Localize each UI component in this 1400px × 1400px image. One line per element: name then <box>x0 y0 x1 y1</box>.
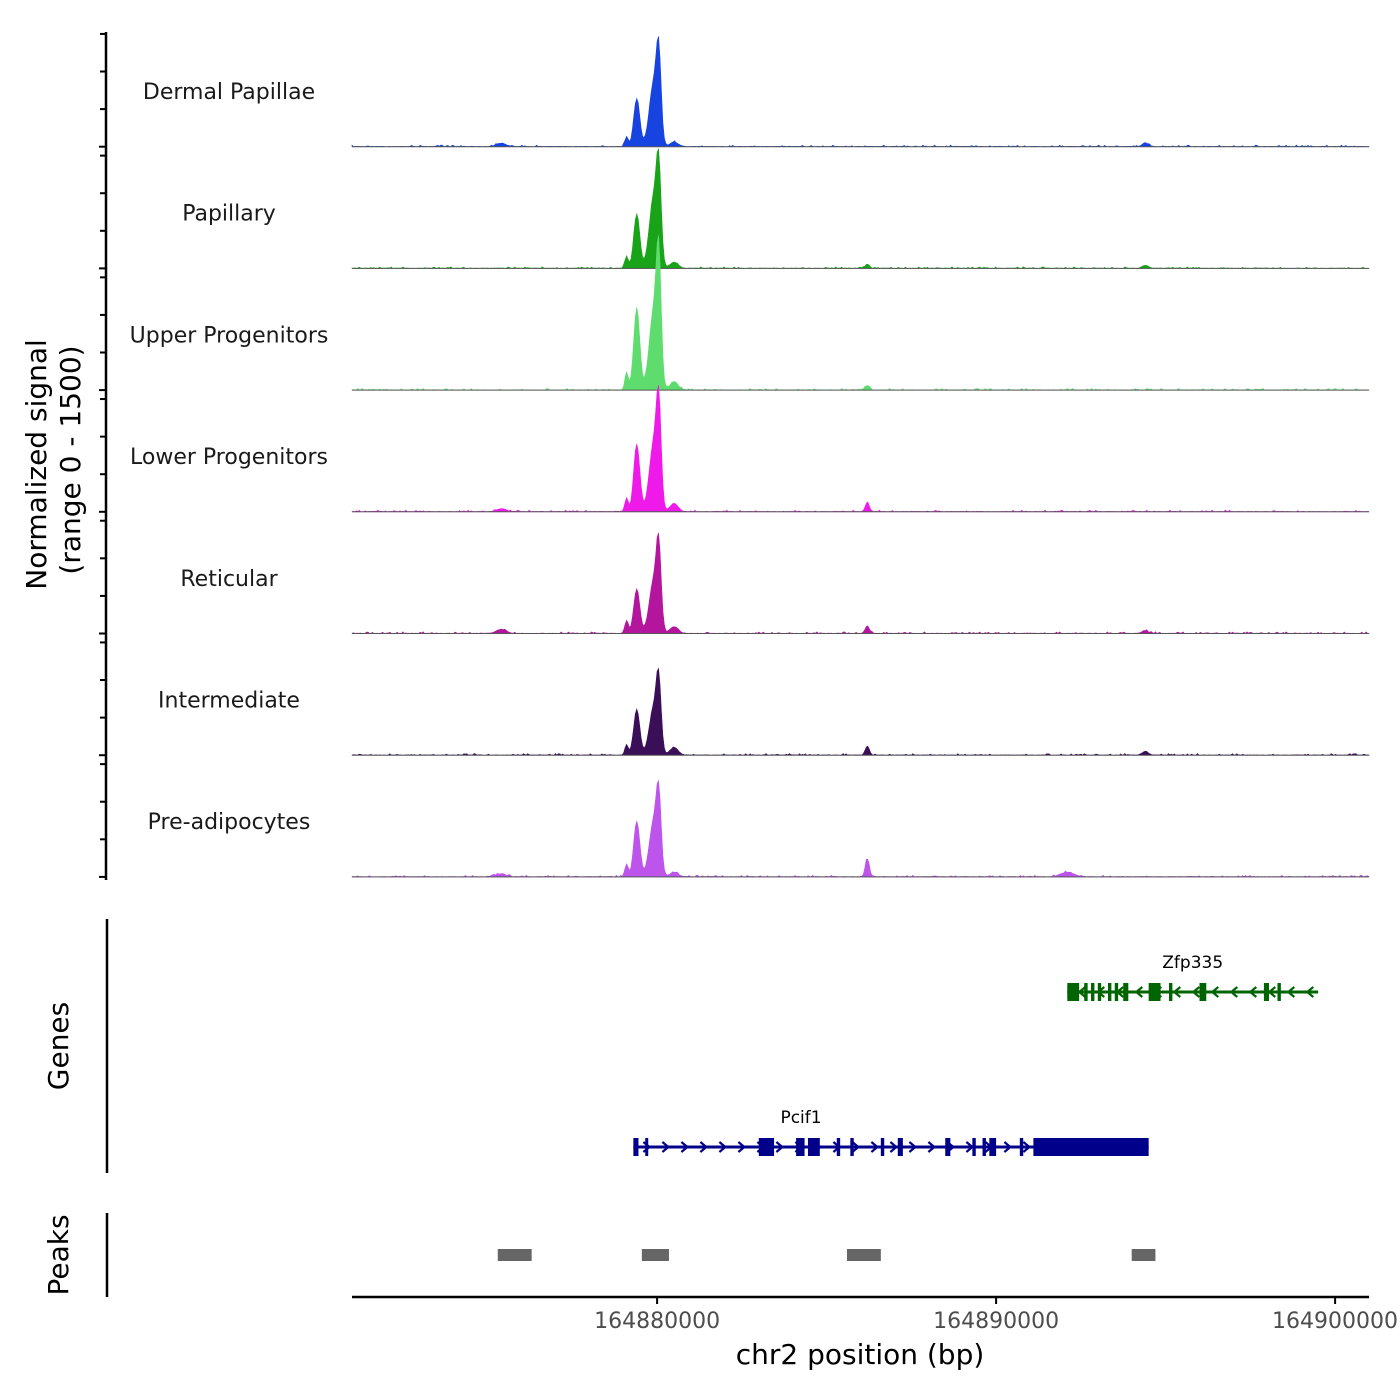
x-tick-label: 164900000 <box>1272 1309 1398 1334</box>
strand-arrow <box>870 1141 880 1153</box>
gene-exon <box>645 1138 649 1156</box>
x-tick-label: 164880000 <box>594 1309 720 1334</box>
y-axis-title-line-1: Normalized signal <box>20 339 53 590</box>
y-axis-title: Normalized signal (range 0 - 1500) <box>20 330 87 589</box>
track-papillary: Papillary <box>182 148 1370 269</box>
gene-exon <box>1148 983 1161 1001</box>
signal-area <box>351 36 1370 148</box>
strand-arrow <box>737 1141 747 1153</box>
strand-arrow <box>1229 986 1238 998</box>
strand-arrow <box>1022 1141 1032 1153</box>
signal-area <box>351 235 1370 391</box>
gene-exon <box>897 1138 903 1156</box>
gene-exon <box>1067 983 1080 1001</box>
y-axis-title-line-2: (range 0 - 1500) <box>54 345 87 574</box>
gene-exon <box>1199 983 1207 1001</box>
strand-arrow <box>1210 986 1219 998</box>
gene-exon <box>982 1138 986 1156</box>
gene-exon <box>807 1138 820 1156</box>
gene-exon <box>945 1138 951 1156</box>
track-reticular: Reticular <box>180 532 1370 634</box>
strand-arrow <box>1134 986 1143 998</box>
strand-arrow <box>699 1141 709 1153</box>
strand-arrow <box>718 1141 728 1153</box>
track-label: Papillary <box>182 202 276 227</box>
track-label: Dermal Papillae <box>143 80 315 105</box>
gene-label: Pcif1 <box>780 1108 821 1128</box>
strand-arrow <box>680 1141 690 1153</box>
gene-exon <box>880 1138 885 1156</box>
gene-exon <box>1114 983 1119 1001</box>
track-label: Intermediate <box>158 689 300 714</box>
gene-label: Zfp335 <box>1162 953 1223 973</box>
track-intermediate: Intermediate <box>158 667 1370 756</box>
gene-exon <box>796 1138 805 1156</box>
x-axis-title: chr2 position (bp) <box>736 1338 985 1371</box>
signal-area <box>351 780 1370 878</box>
gene-exon <box>850 1138 854 1156</box>
strand-arrow <box>1003 1141 1013 1153</box>
strand-arrow <box>851 1141 861 1153</box>
gene-exon <box>633 1138 639 1156</box>
coverage-y-axis <box>99 32 108 880</box>
peaks-track-label: Peaks <box>42 1214 75 1295</box>
signal-area <box>351 385 1370 513</box>
gene-exon <box>1277 983 1281 1001</box>
strand-arrow <box>1248 986 1257 998</box>
signal-area <box>351 532 1370 634</box>
track-dermal-papillae: Dermal Papillae <box>143 36 1370 148</box>
gene-pcif1: Pcif1 <box>633 1108 1149 1156</box>
strand-arrow <box>908 1141 918 1153</box>
strand-arrow <box>1305 986 1314 998</box>
genes-track-label: Genes <box>42 1002 75 1090</box>
gene-exon <box>836 1138 841 1156</box>
peak-region <box>1131 1249 1156 1261</box>
x-axis-ticks: 164880000 164890000 164900000 <box>594 1297 1398 1334</box>
gene-exon <box>1033 1138 1149 1156</box>
peak-region <box>497 1249 532 1261</box>
gene-exon <box>1019 1138 1024 1156</box>
gene-exon <box>1123 983 1129 1001</box>
track-upper-progenitors: Upper Progenitors <box>130 235 1370 391</box>
strand-arrow <box>1286 986 1295 998</box>
signal-area <box>351 667 1370 756</box>
strand-arrow <box>1267 986 1276 998</box>
strand-arrow <box>1077 986 1086 998</box>
track-label: Upper Progenitors <box>130 323 329 348</box>
x-tick-label: 164890000 <box>933 1309 1059 1334</box>
peaks-panel <box>497 1249 1156 1261</box>
track-pre-adipocytes: Pre-adipocytes <box>148 780 1370 878</box>
strand-arrow <box>889 1141 899 1153</box>
signal-area <box>351 148 1370 269</box>
genes-panel: Zfp335 Pcif1 <box>633 953 1319 1156</box>
strand-arrow <box>775 1141 785 1153</box>
track-lower-progenitors: Lower Progenitors <box>130 385 1370 513</box>
gene-exon <box>1168 983 1173 1001</box>
strand-arrow <box>1191 986 1200 998</box>
strand-arrow <box>661 1141 671 1153</box>
gene-exon <box>1097 983 1102 1001</box>
track-label: Lower Progenitors <box>130 445 328 470</box>
gene-exon <box>1084 983 1088 1001</box>
gene-exon <box>758 1138 775 1156</box>
gene-exon <box>1263 983 1269 1001</box>
peak-region <box>846 1249 881 1261</box>
gene-exon <box>972 1138 976 1156</box>
coverage-tracks: Dermal Papillae Papillary Upper Progenitor… <box>130 36 1370 878</box>
gene-exon <box>1107 983 1112 1001</box>
gene-exon <box>1091 983 1095 1001</box>
peak-region <box>641 1249 669 1261</box>
track-label: Pre-adipocytes <box>148 810 311 835</box>
track-label: Reticular <box>180 567 278 592</box>
gene-exon <box>989 1138 997 1156</box>
strand-arrow <box>927 1141 937 1153</box>
gene-zfp335: Zfp335 <box>1067 953 1319 1001</box>
strand-arrow <box>1172 986 1181 998</box>
